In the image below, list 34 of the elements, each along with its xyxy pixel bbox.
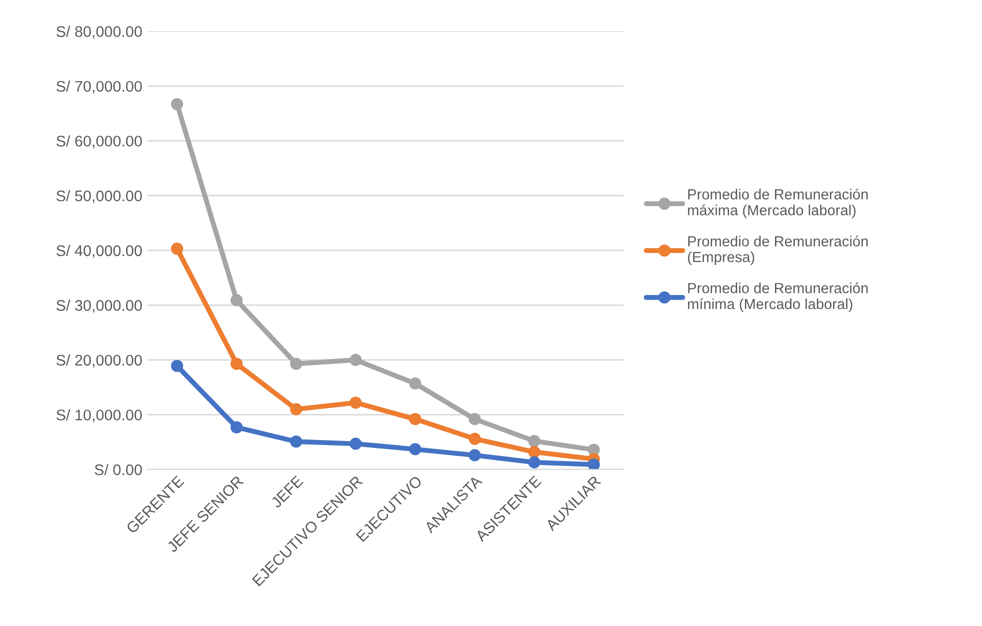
y-tick-label: S/ 10,000.00: [56, 409, 142, 422]
y-tick-label: S/ 0.00: [94, 464, 142, 476]
point: [468, 449, 481, 462]
point: [528, 456, 540, 468]
legend-label: Promedio de Remuneración (Empresa): [688, 236, 868, 266]
point: [409, 413, 422, 426]
point: [528, 446, 540, 458]
y-tick-label: S/ 60,000.00: [56, 135, 142, 148]
point: [290, 403, 302, 416]
legend-label: Promedio de Remuneración mínima (Mercado laboral): [688, 282, 868, 312]
y-tick-label: S/ 40,000.00: [56, 244, 142, 258]
point: [350, 354, 362, 366]
y-tick-label: S/ 70,000.00: [56, 80, 142, 94]
point: [290, 358, 302, 370]
point: [170, 360, 184, 372]
point: [409, 377, 422, 390]
point: [468, 413, 481, 426]
point: [170, 98, 184, 110]
point: [588, 458, 600, 470]
legend-label: Promedio de Remuneración máxima (Mercado laboral): [688, 188, 868, 218]
y-tick-label: S/ 30,000.00: [56, 300, 142, 313]
point: [230, 421, 243, 434]
y-tick-label: S/ 20,000.00: [56, 354, 142, 368]
point: [230, 294, 243, 306]
point: [290, 435, 302, 448]
point: [468, 432, 481, 445]
y-tick-label: S/ 80,000.00: [56, 26, 142, 39]
point: [409, 443, 422, 456]
point: [350, 438, 362, 450]
point: [230, 358, 243, 370]
point: [170, 242, 184, 255]
point: [350, 396, 362, 409]
point: [528, 434, 540, 448]
y-tick-label: S/ 50,000.00: [56, 190, 142, 204]
